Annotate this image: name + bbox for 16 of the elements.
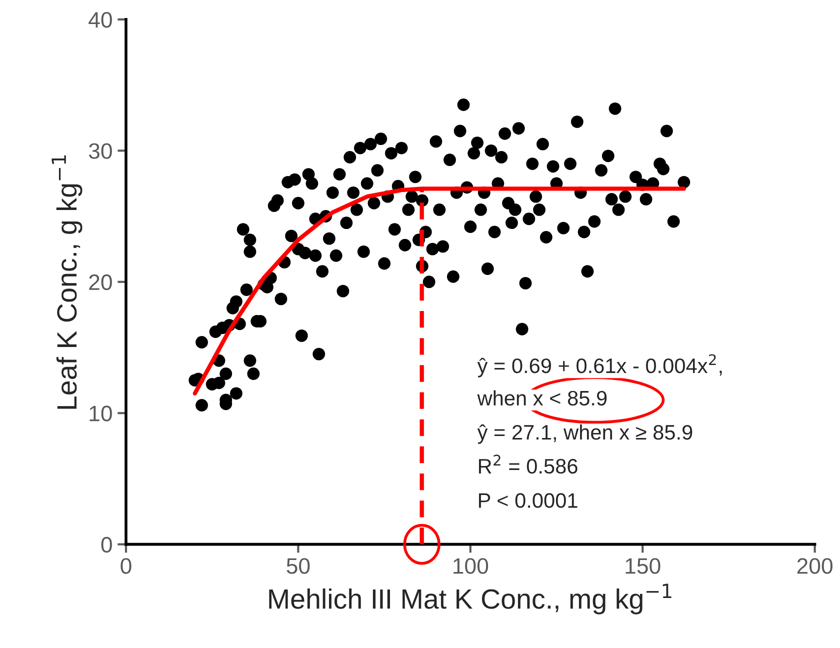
y-tick-label: 0 xyxy=(101,536,112,553)
annotation: P < 0.0001 xyxy=(478,493,578,508)
x-axis-title: Mehlich III Mat K Conc., mg kg$^{−1}$ xyxy=(269,584,672,614)
x-tick-label: 50 xyxy=(286,558,310,574)
x-tick-label: 100 xyxy=(454,558,488,574)
y-tick-label: 30 xyxy=(88,143,112,159)
x-tick-label: 200 xyxy=(797,558,832,574)
x-tick-label: 0 xyxy=(120,558,132,574)
annotation: R$^{2}$ = 0.586 xyxy=(478,454,578,474)
annotation: when x < 85.9 xyxy=(477,390,607,406)
y-tick-label: 10 xyxy=(90,406,112,422)
x-tick-label: 150 xyxy=(626,558,660,574)
y-tick-label: 20 xyxy=(89,274,112,290)
annotation: ŷ = 27.1, when x ≥ 85.9 xyxy=(477,424,692,444)
y-tick-label: 40 xyxy=(88,12,112,28)
y-axis-title: Leaf K Conc., g kg$^{−1}$ xyxy=(52,155,82,409)
